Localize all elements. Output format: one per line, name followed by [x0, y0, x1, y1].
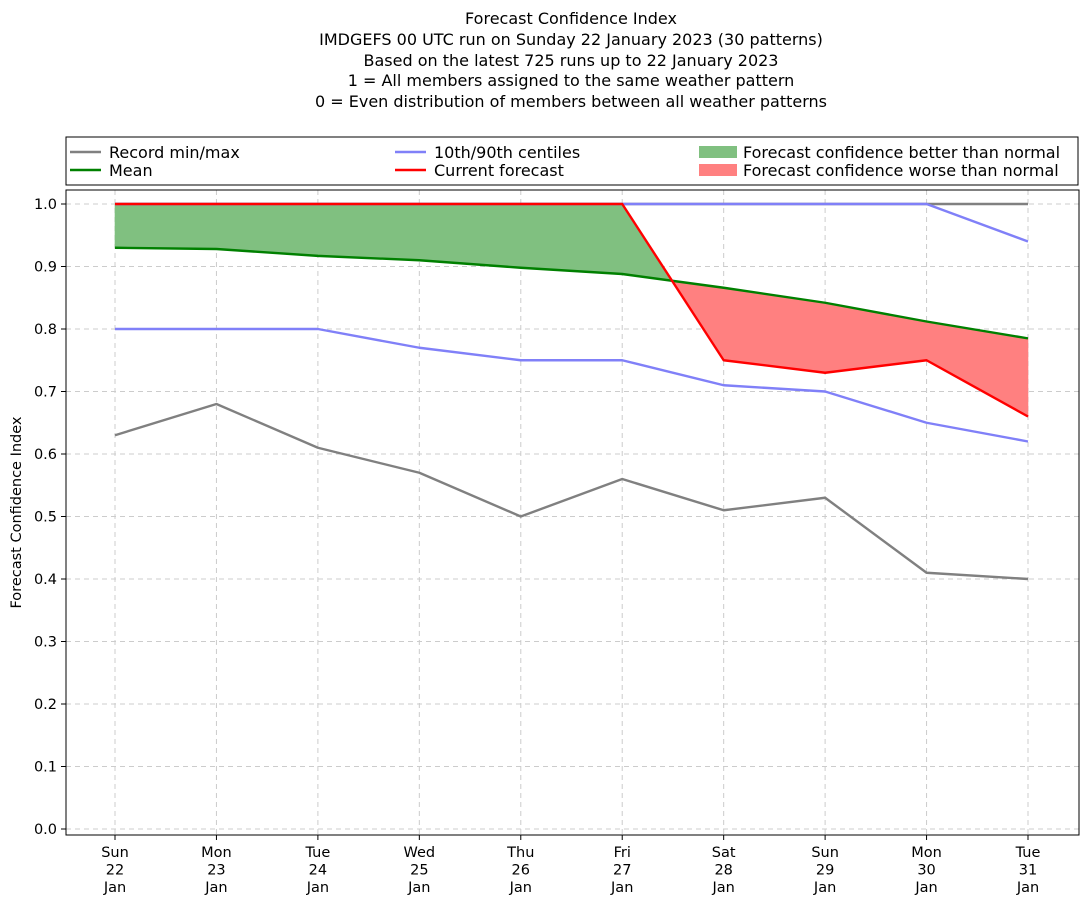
x-tick-label-part: Tue [304, 845, 330, 861]
title-line: IMDGEFS 00 UTC run on Sunday 22 January … [319, 30, 823, 49]
x-tick-label-part: Jan [610, 880, 633, 896]
grid [66, 190, 1079, 835]
x-tick-label-part: 24 [309, 863, 327, 879]
x-tick-label-part: Wed [404, 845, 436, 861]
legend-patch-swatch [699, 146, 737, 158]
x-tick-label: Thu 26 Jan [506, 845, 534, 896]
y-tick-label: 0.7 [34, 385, 57, 401]
legend-patch-swatch [699, 164, 737, 176]
y-tick-label: 0.3 [34, 635, 57, 651]
x-tick-label-part: Mon [911, 845, 942, 861]
y-tick-label: 1.0 [34, 197, 57, 213]
x-tick-label-part: Jan [407, 880, 430, 896]
confidence-fills [114, 202, 1029, 418]
y-tick-label: 0.5 [34, 510, 57, 526]
x-tick-label-part: 30 [917, 863, 935, 879]
y-tick-label: 0.9 [34, 260, 57, 276]
legend-label: Forecast confidence worse than normal [743, 161, 1059, 180]
x-tick-label: Sat 28 Jan [711, 845, 735, 896]
x-tick-label-part: Jan [914, 880, 937, 896]
x-tick-label-part: Jan [306, 880, 329, 896]
legend-label: 10th/90th centiles [434, 143, 580, 162]
x-tick-label-part: Sat [712, 845, 736, 861]
legend-label: Forecast confidence better than normal [743, 143, 1060, 162]
series-line-p10 [115, 327, 1029, 443]
title-line: 1 = All members assigned to the same wea… [348, 71, 795, 90]
x-tick-label: Sun 22 Jan [101, 845, 129, 896]
x-tick-label-part: 29 [816, 863, 834, 879]
legend-box [65, 136, 1079, 186]
x-tick-label: Tue 24 Jan [304, 845, 330, 896]
fill-better-than-normal [317, 203, 420, 261]
x-tick-label-part: 25 [410, 863, 428, 879]
y-axis-label: Forecast Confidence Index [9, 416, 25, 608]
x-tick-label-part: 27 [613, 863, 631, 879]
x-tick-label: Wed 25 Jan [404, 845, 436, 896]
y-axis: 0.0 0.1 0.2 0.3 0.4 0.5 0.6 0.7 0.8 0.9 1.0 [34, 197, 66, 838]
x-tick-label-part: 26 [512, 863, 530, 879]
fill-better-than-normal [419, 203, 522, 269]
y-tick-label: 0.1 [34, 760, 57, 776]
fill-better-than-normal [520, 203, 623, 275]
chart-title: Forecast Confidence Index IMDGEFS 00 UTC… [315, 9, 827, 111]
x-tick-label-part: 28 [714, 863, 732, 879]
x-tick-label-part: Jan [813, 880, 836, 896]
x-tick-label-part: Jan [204, 880, 227, 896]
x-tick-label: Mon 23 Jan [201, 845, 232, 896]
x-tick-label: Mon 30 Jan [911, 845, 942, 896]
x-tick-label-part: Fri [614, 845, 631, 861]
series-line-mean [114, 246, 1029, 340]
x-tick-label: Tue 31 Jan [1015, 845, 1041, 896]
legend-label: Mean [109, 161, 153, 180]
x-tick-label: Fri 27 Jan [610, 845, 633, 896]
x-tick-label-part: Jan [1016, 880, 1039, 896]
x-tick-label-part: Thu [506, 845, 534, 861]
title-line: Based on the latest 725 runs up to 22 Ja… [364, 51, 779, 70]
x-tick-label-part: Jan [509, 880, 532, 896]
y-tick-label: 0.0 [34, 822, 57, 838]
series-line-record-min [114, 402, 1029, 581]
fill-better-than-normal [216, 203, 319, 257]
y-tick-label: 0.4 [34, 572, 57, 588]
x-tick-label-part: Sun [101, 845, 129, 861]
title-line: Forecast Confidence Index [465, 9, 677, 28]
y-tick-label: 0.6 [34, 447, 57, 463]
series-lines [114, 202, 1029, 581]
y-tick-label: 0.8 [34, 322, 57, 338]
x-tick-label-part: 23 [207, 863, 225, 879]
x-tick-label-part: Sun [811, 845, 839, 861]
x-tick-label-part: Jan [103, 880, 126, 896]
x-tick-label-part: Jan [711, 880, 734, 896]
y-tick-label: 0.2 [34, 697, 57, 713]
fill-better-than-normal [114, 203, 217, 250]
x-tick-label-part: Tue [1015, 845, 1041, 861]
legend-label: Current forecast [434, 161, 564, 180]
legend-label: Record min/max [109, 143, 240, 162]
plot-frame [65, 189, 1080, 836]
x-tick-label-part: 31 [1019, 863, 1037, 879]
title-line: 0 = Even distribution of members between… [315, 92, 827, 111]
x-tick-label-part: Mon [201, 845, 232, 861]
x-tick-label-part: 22 [106, 863, 124, 879]
x-tick-label: Sun 29 Jan [811, 845, 839, 896]
series-line-current [115, 202, 1029, 418]
legend: Record min/max 10th/90th centiles Forecast… [65, 136, 1079, 186]
